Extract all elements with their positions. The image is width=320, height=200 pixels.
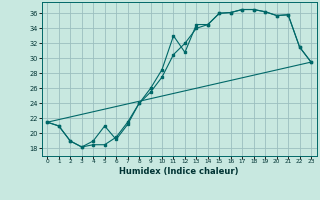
X-axis label: Humidex (Indice chaleur): Humidex (Indice chaleur) bbox=[119, 167, 239, 176]
